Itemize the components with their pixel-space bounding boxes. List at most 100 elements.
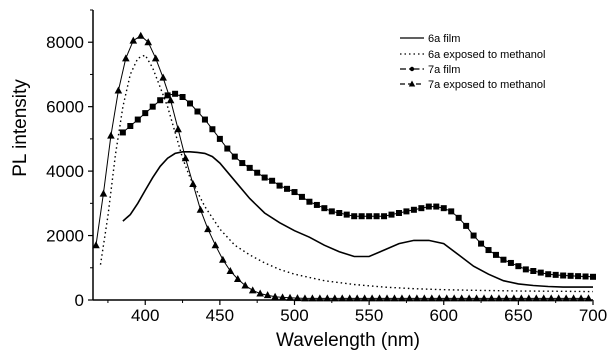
plot-area xyxy=(92,31,596,302)
data-point xyxy=(179,94,186,100)
x-tick-label: 500 xyxy=(280,306,308,325)
data-point xyxy=(425,203,432,210)
data-point xyxy=(582,273,589,280)
data-point xyxy=(248,286,257,294)
y-tick-label: 4000 xyxy=(46,162,84,181)
data-point xyxy=(122,54,130,62)
data-point xyxy=(575,273,582,280)
series-3 xyxy=(119,90,596,280)
data-point xyxy=(166,96,175,104)
y-tick-label: 2000 xyxy=(46,227,84,246)
data-point xyxy=(189,180,197,187)
data-point xyxy=(263,291,272,299)
data-point xyxy=(276,182,283,189)
y-tick-label: 6000 xyxy=(46,98,84,117)
data-point xyxy=(590,273,596,280)
data-point xyxy=(313,201,320,208)
data-point xyxy=(254,169,261,176)
data-point xyxy=(157,97,164,104)
data-point xyxy=(187,100,194,107)
data-point xyxy=(328,208,335,215)
data-point xyxy=(373,213,380,220)
legend-label: 7a exposed to methanol xyxy=(428,79,545,91)
data-point xyxy=(256,289,264,297)
data-point xyxy=(134,116,141,123)
data-point xyxy=(492,251,499,258)
data-point xyxy=(159,73,167,81)
data-point xyxy=(358,213,365,220)
data-point xyxy=(433,203,440,210)
data-point xyxy=(507,259,514,266)
legend-entry-1: 6a film xyxy=(400,33,460,45)
data-point xyxy=(204,225,212,233)
legend-label: 6a film xyxy=(428,33,460,45)
x-tick-label: 400 xyxy=(131,306,159,325)
data-point xyxy=(440,205,447,212)
data-point xyxy=(269,177,276,184)
x-axis-label: Wavelength (nm) xyxy=(276,330,420,351)
data-point xyxy=(231,153,238,160)
data-point xyxy=(119,129,126,136)
data-point xyxy=(144,38,153,46)
data-point xyxy=(478,240,485,247)
data-point xyxy=(164,92,171,99)
y-tick-label: 8000 xyxy=(46,33,84,52)
data-point xyxy=(278,293,287,301)
data-point xyxy=(336,210,343,216)
data-point xyxy=(194,108,201,115)
data-point xyxy=(216,135,223,142)
data-point xyxy=(209,126,216,133)
x-tick-label: 700 xyxy=(579,306,607,325)
data-point xyxy=(261,174,268,181)
data-point xyxy=(92,241,100,249)
data-point xyxy=(448,208,455,215)
data-point xyxy=(233,275,242,283)
data-point xyxy=(211,241,220,249)
data-point xyxy=(545,271,552,278)
data-point xyxy=(149,103,156,110)
data-point xyxy=(410,206,417,213)
y-axis-label: PL intensity xyxy=(10,79,31,177)
data-point xyxy=(136,31,145,39)
data-point xyxy=(271,292,279,300)
series-line xyxy=(122,93,594,278)
data-point xyxy=(129,36,138,44)
y-axis: 0 2000 4000 6000 8000 xyxy=(46,9,94,310)
data-point xyxy=(403,208,410,215)
legend-marker xyxy=(409,66,415,72)
data-point xyxy=(366,213,373,220)
data-point xyxy=(142,110,149,117)
data-point xyxy=(219,255,227,263)
series-1 xyxy=(122,151,593,288)
data-point xyxy=(515,263,522,270)
data-point xyxy=(485,247,492,254)
x-tick-label: 550 xyxy=(355,306,383,325)
x-axis: 400 450 500 550 600 650 700 xyxy=(93,299,607,325)
data-point xyxy=(172,90,179,97)
data-point xyxy=(418,205,425,212)
data-point xyxy=(181,154,190,162)
data-point xyxy=(567,272,574,279)
data-point xyxy=(522,266,529,273)
legend-entry-4: 7a exposed to methanol xyxy=(400,79,545,91)
data-point xyxy=(351,213,358,220)
data-point xyxy=(298,193,305,200)
data-point xyxy=(201,116,208,123)
x-tick-label: 650 xyxy=(504,306,532,325)
legend-label: 7a film xyxy=(428,64,460,76)
series-4 xyxy=(92,31,593,302)
data-point xyxy=(151,54,160,62)
data-point xyxy=(343,211,350,218)
legend-entry-3: 7a film xyxy=(400,64,460,76)
data-point xyxy=(127,123,134,129)
data-point xyxy=(291,189,298,196)
legend-label: 6a exposed to methanol xyxy=(428,49,545,61)
data-point xyxy=(530,268,537,274)
data-point xyxy=(321,205,328,212)
data-point xyxy=(174,125,182,133)
data-point xyxy=(99,189,108,197)
data-point xyxy=(463,222,470,229)
data-point xyxy=(196,205,205,213)
series-line xyxy=(122,151,593,288)
data-point xyxy=(395,210,402,216)
